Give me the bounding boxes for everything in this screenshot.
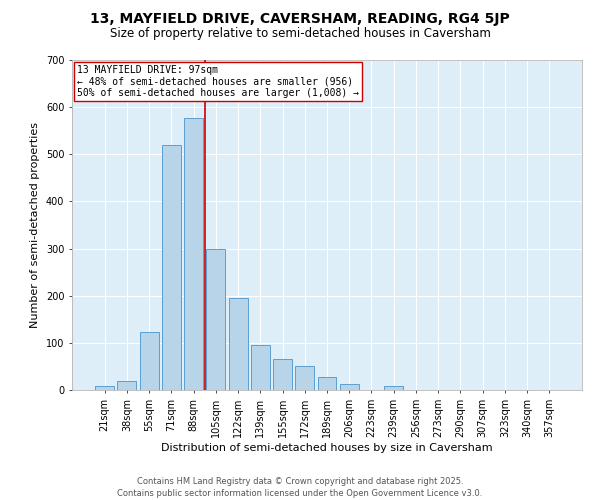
X-axis label: Distribution of semi-detached houses by size in Caversham: Distribution of semi-detached houses by … xyxy=(161,442,493,452)
Bar xyxy=(95,386,114,390)
Bar xyxy=(118,380,136,390)
Bar xyxy=(251,345,270,390)
Text: 13 MAYFIELD DRIVE: 97sqm
← 48% of semi-detached houses are smaller (956)
50% of : 13 MAYFIELD DRIVE: 97sqm ← 48% of semi-d… xyxy=(77,65,359,98)
Bar xyxy=(384,386,403,390)
Bar xyxy=(140,332,158,390)
Bar xyxy=(162,145,181,390)
Bar xyxy=(317,377,337,390)
Bar xyxy=(206,248,225,390)
Y-axis label: Number of semi-detached properties: Number of semi-detached properties xyxy=(31,122,40,328)
Bar xyxy=(340,384,359,390)
Bar xyxy=(295,366,314,390)
Text: Contains HM Land Registry data © Crown copyright and database right 2025.
Contai: Contains HM Land Registry data © Crown c… xyxy=(118,476,482,498)
Text: 13, MAYFIELD DRIVE, CAVERSHAM, READING, RG4 5JP: 13, MAYFIELD DRIVE, CAVERSHAM, READING, … xyxy=(90,12,510,26)
Text: Size of property relative to semi-detached houses in Caversham: Size of property relative to semi-detach… xyxy=(110,28,490,40)
Bar xyxy=(229,298,248,390)
Bar xyxy=(273,360,292,390)
Bar xyxy=(184,118,203,390)
